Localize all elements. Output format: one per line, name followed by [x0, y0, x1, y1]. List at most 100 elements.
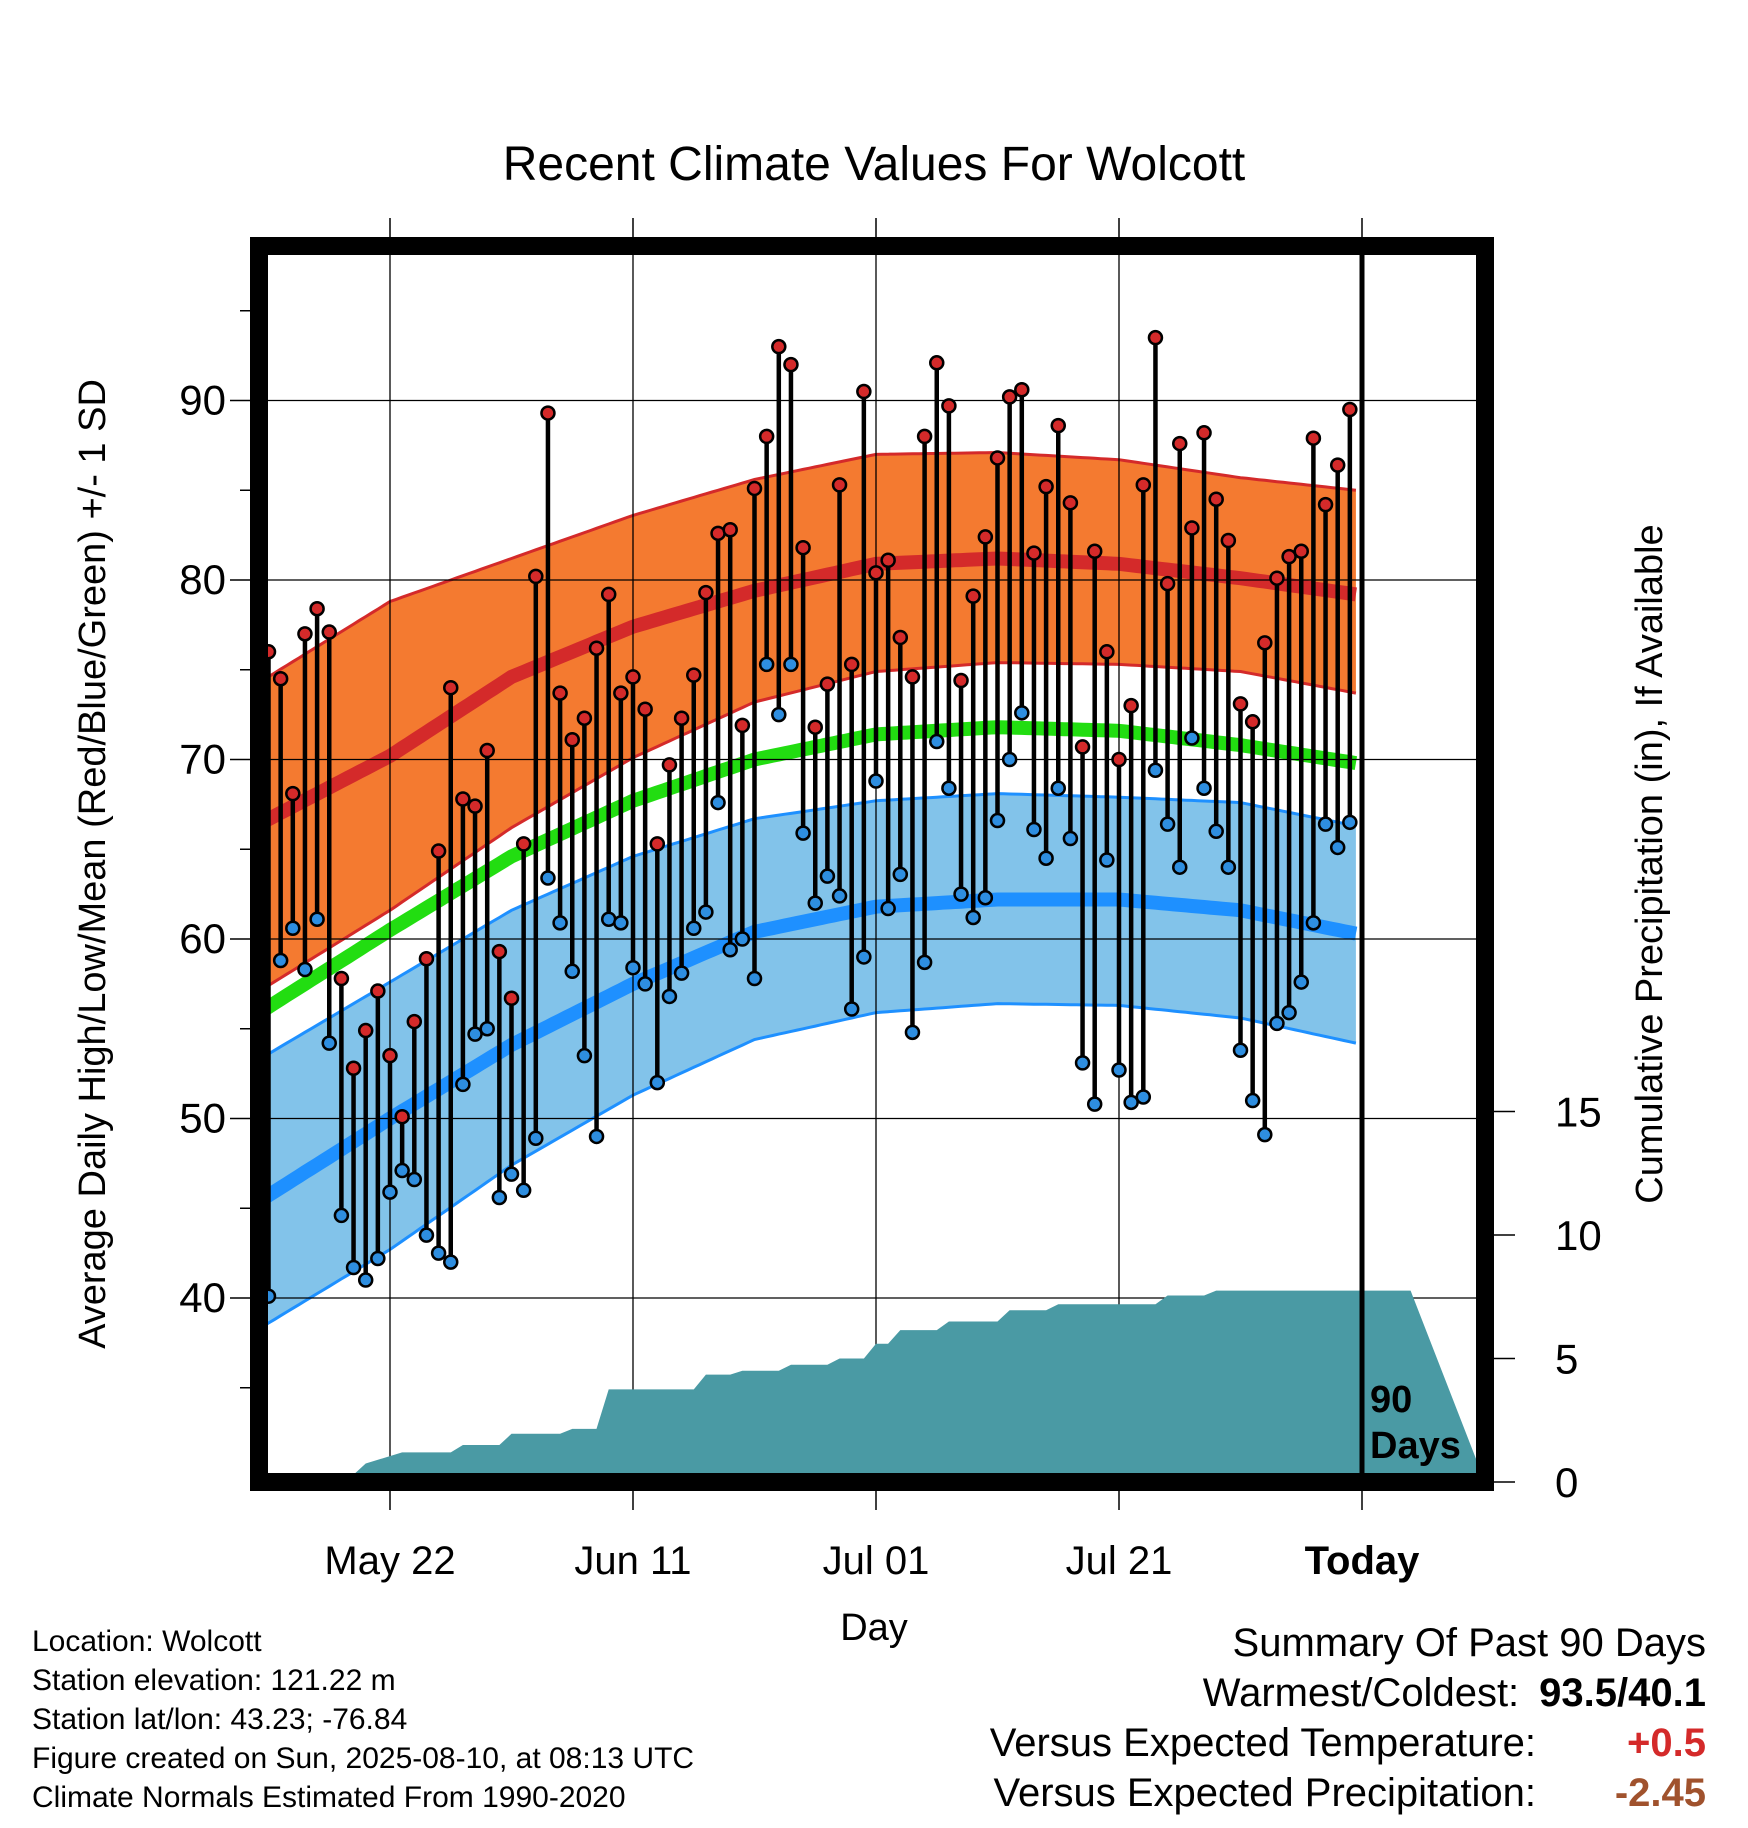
daily-low-point [564, 963, 580, 980]
daily-high-point [1062, 495, 1079, 511]
daily-low-point [1147, 762, 1164, 779]
daily-high-point [904, 669, 921, 685]
daily-high-point [734, 717, 751, 734]
daily-low-point [394, 1162, 410, 1179]
precip-layer [259, 1290, 1485, 1482]
daily-low-point [443, 1254, 459, 1270]
daily-high-point [613, 685, 629, 701]
daily-low-point [904, 1024, 921, 1041]
daily-high-point [297, 626, 313, 642]
daily-high-point [1038, 478, 1054, 495]
daily-high-point [1342, 401, 1358, 418]
daily-high-point [1305, 430, 1322, 446]
daily-high-point [1293, 543, 1309, 560]
daily-low-point [1269, 1015, 1285, 1032]
daily-low-point [1232, 1042, 1249, 1059]
daily-low-point [673, 965, 690, 981]
daily-high-point [576, 710, 593, 726]
daily-low-point [989, 812, 1006, 829]
daily-low-point [345, 1259, 362, 1276]
daily-high-point [382, 1047, 398, 1064]
daily-high-point [831, 477, 848, 493]
daily-high-point [843, 656, 860, 673]
daily-high-point [1244, 714, 1261, 730]
plot-frame-layer [250, 237, 1494, 1491]
info-elevation: Station elevation: 121.22 m [32, 1664, 396, 1697]
daily-high-point [1232, 696, 1249, 712]
daily-high-point [807, 719, 823, 735]
y-axis-label: Average Daily High/Low/Mean (Red/Blue/Gr… [72, 379, 114, 1349]
daily-high-point [1050, 417, 1066, 434]
daily-high-point [771, 338, 787, 355]
daily-low-point [1038, 850, 1054, 866]
daily-high-point [783, 356, 799, 373]
daily-high-point [746, 480, 763, 497]
daily-low-point [1208, 823, 1224, 840]
daily-low-point [552, 915, 568, 931]
axes-layer: 40 50 60 70 80 90 0 5 10 15 May 22 Jun 11 Jul 01 Jul … [179, 218, 1602, 1583]
daily-high-point [406, 1013, 423, 1030]
daily-low-point [795, 825, 811, 841]
daily-low-point [1293, 974, 1309, 990]
daily-low-point [1257, 1126, 1273, 1143]
daily-low-point [406, 1171, 423, 1188]
daily-low-point [1305, 915, 1322, 931]
daily-high-point [1257, 635, 1273, 651]
daily-high-point [698, 584, 714, 601]
daily-high-point [1147, 329, 1164, 346]
daily-high-point [989, 450, 1006, 466]
y2-axis-label: Cumulative Precipitation (in), If Availa… [1629, 524, 1671, 1203]
daily-high-point [1074, 739, 1091, 755]
daily-low-point [321, 1035, 337, 1051]
daily-low-point [588, 1128, 605, 1145]
daily-low-point [479, 1021, 495, 1037]
daily-high-point [819, 676, 836, 692]
daily-high-point [686, 667, 702, 683]
daily-high-point [661, 757, 678, 773]
daily-low-point [370, 1250, 386, 1267]
daily-low-point [1086, 1096, 1103, 1112]
y-tick-label: 90 [179, 377, 226, 424]
daily-low-point [856, 949, 872, 965]
y-tick-label: 80 [179, 556, 226, 603]
y-tick-label: 60 [179, 915, 226, 962]
daily-low-point [892, 866, 909, 883]
daily-high-point [455, 791, 471, 807]
plot-frame [250, 237, 1494, 1491]
daily-low-point [1172, 859, 1188, 875]
daily-low-point [1159, 816, 1176, 832]
daily-high-point [443, 679, 459, 696]
daily-low-point [686, 920, 702, 936]
daily-low-point [1342, 814, 1358, 831]
daily-high-point [868, 565, 884, 581]
daily-high-point [588, 640, 605, 656]
daily-high-point [1281, 548, 1297, 565]
daily-low-point [1050, 780, 1066, 796]
daily-high-point [1184, 520, 1200, 536]
daily-high-point [430, 843, 447, 859]
daily-low-point [625, 959, 641, 976]
summary-title: Summary Of Past 90 Days [1232, 1621, 1706, 1665]
daily-high-point [929, 355, 945, 371]
precip-area [259, 1290, 1485, 1482]
daily-high-point [1026, 545, 1042, 561]
daily-low-point [357, 1272, 374, 1288]
daily-low-point [746, 970, 763, 987]
low-band-upper-edge [261, 792, 1357, 1059]
daily-low-point [649, 1074, 666, 1091]
daily-high-point [1329, 457, 1346, 473]
daily-low-point [1184, 730, 1200, 746]
daily-high-point [1099, 644, 1115, 660]
high-band-upper-edge [261, 451, 1357, 682]
daily-high-point [285, 785, 301, 802]
low-band-lower-edge [261, 1002, 1357, 1328]
daily-high-point [272, 670, 289, 687]
daily-high-point [977, 529, 994, 545]
y2-tick-label: 15 [1555, 1089, 1602, 1136]
daily-low-point [1281, 1004, 1297, 1021]
daily-low-point [576, 1047, 593, 1064]
daily-high-point [552, 685, 568, 701]
daily-low-point [1099, 852, 1115, 868]
daily-high-point [345, 1060, 362, 1076]
x-tick-label: Jun 11 [574, 1539, 691, 1583]
